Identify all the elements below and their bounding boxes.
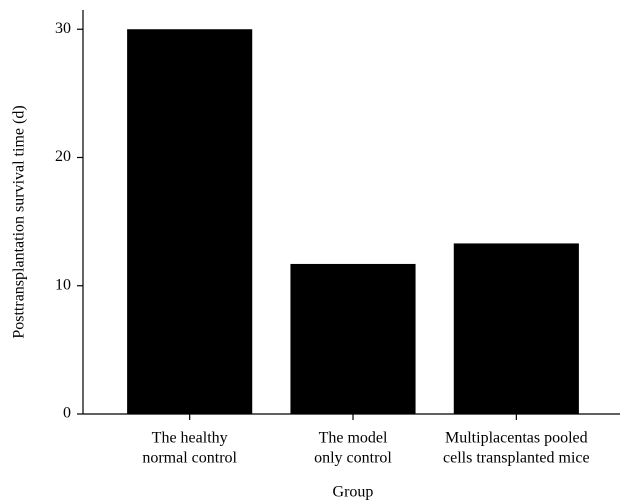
bar [127, 29, 253, 414]
x-tick-label: Multiplacentas pooled [445, 430, 588, 447]
y-tick-label: 10 [55, 276, 71, 293]
bar [290, 263, 416, 414]
x-tick-label: cells transplanted mice [443, 450, 590, 467]
y-axis-label: Posttransplantation survival time (d) [11, 105, 28, 338]
y-tick-label: 20 [55, 148, 71, 165]
y-tick-label: 30 [55, 20, 71, 37]
y-tick-label: 0 [63, 405, 71, 422]
x-tick-label: The healthy [152, 430, 228, 447]
x-tick-label: normal control [142, 450, 237, 467]
bar [453, 243, 579, 414]
x-tick-label: only control [314, 450, 392, 467]
x-tick-label: The model [319, 430, 388, 447]
x-axis-label: Group [333, 484, 374, 501]
